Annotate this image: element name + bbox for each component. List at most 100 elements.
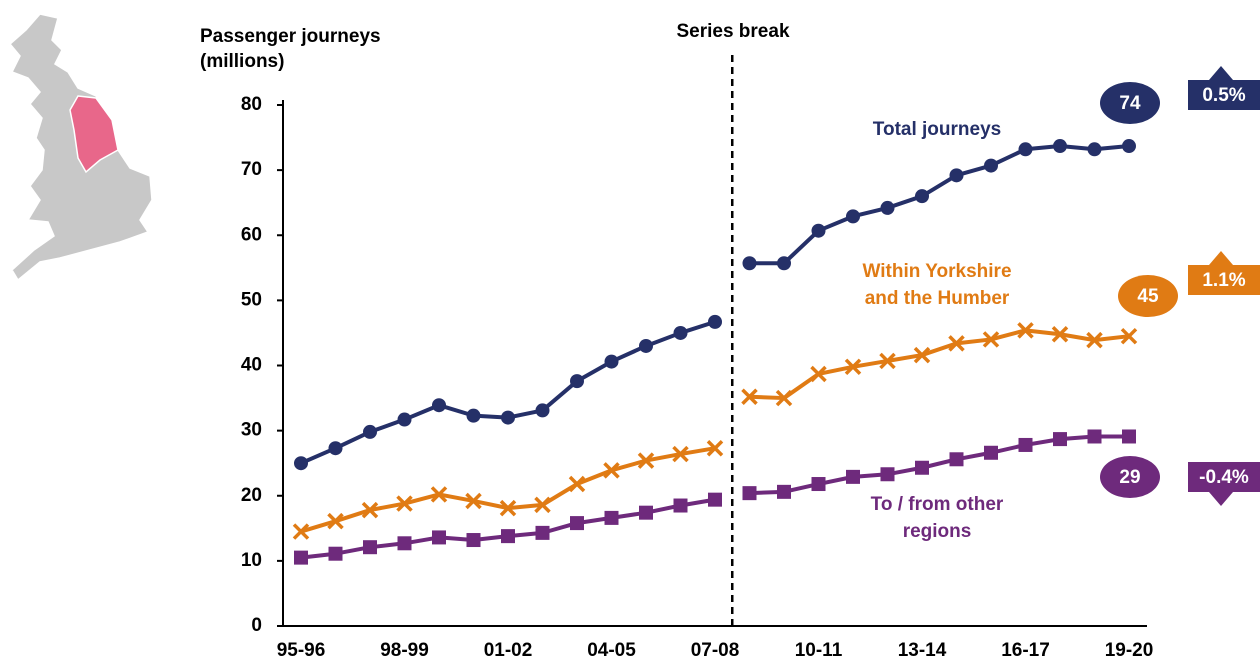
marker	[879, 352, 896, 370]
series-label: and the Humber	[865, 288, 1010, 309]
change-label: 0.5%	[1202, 85, 1245, 106]
series-line	[749, 434, 1129, 496]
marker	[1053, 139, 1067, 154]
y-tick-label: 20	[241, 485, 262, 506]
marker	[915, 189, 929, 204]
marker	[639, 338, 653, 353]
end-badge-label: 74	[1119, 93, 1141, 114]
annotation: Series break	[676, 21, 789, 42]
marker	[708, 314, 722, 329]
y-tick-label: 10	[241, 550, 262, 571]
change-box	[1188, 265, 1260, 295]
x-tick-label: 13-14	[898, 640, 947, 661]
marker	[811, 477, 826, 492]
marker	[913, 346, 931, 364]
marker	[1053, 432, 1067, 447]
marker	[982, 331, 1000, 348]
change-label: -0.4%	[1199, 467, 1249, 488]
marker	[880, 200, 895, 215]
marker	[777, 484, 791, 499]
change-arrow	[1209, 251, 1233, 265]
change-box	[1188, 462, 1260, 492]
marker	[811, 223, 826, 238]
marker	[432, 398, 446, 413]
marker	[396, 495, 413, 512]
marker	[810, 365, 827, 383]
marker	[949, 168, 964, 183]
marker	[880, 467, 895, 482]
marker	[361, 501, 379, 519]
end-badge	[1100, 82, 1160, 124]
marker	[775, 389, 793, 407]
x-tick-label: 01-02	[484, 640, 533, 661]
marker	[294, 550, 308, 565]
end-badge	[1118, 275, 1178, 317]
marker	[706, 439, 724, 457]
x-tick-label: 04-05	[587, 640, 636, 661]
x-tick-label: 07-08	[691, 640, 740, 661]
marker	[915, 460, 929, 475]
y-tick-label: 70	[241, 159, 262, 180]
change-arrow	[1209, 492, 1233, 506]
marker	[430, 486, 448, 503]
marker	[846, 209, 860, 224]
marker	[604, 354, 619, 369]
y-tick-label: 40	[241, 355, 262, 376]
change-box	[1188, 80, 1260, 110]
marker	[639, 505, 653, 520]
marker	[984, 445, 998, 460]
y-tick-label: 80	[241, 94, 262, 115]
marker	[466, 533, 481, 548]
series-label: Within Yorkshire	[862, 261, 1011, 282]
marker	[1087, 142, 1102, 157]
series-label: Total journeys	[873, 119, 1001, 140]
marker	[535, 403, 550, 418]
x-tick-label: 16-17	[1001, 640, 1050, 661]
marker	[432, 530, 446, 545]
marker	[742, 256, 757, 271]
marker	[499, 499, 517, 517]
marker	[948, 335, 965, 352]
y-axis-title: Passenger journeys	[200, 26, 381, 47]
marker	[466, 408, 481, 423]
marker	[846, 469, 860, 484]
marker	[673, 498, 688, 513]
marker	[1087, 429, 1102, 444]
y-tick-label: 0	[251, 615, 262, 636]
marker	[363, 540, 377, 555]
marker	[397, 536, 412, 551]
marker	[535, 525, 550, 540]
marker	[1122, 429, 1136, 444]
change-label: 1.1%	[1202, 270, 1245, 291]
series-line	[749, 144, 1130, 266]
marker	[604, 510, 619, 525]
series-line	[300, 319, 716, 466]
marker	[292, 523, 310, 540]
marker	[327, 512, 344, 530]
marker	[949, 452, 964, 467]
x-tick-label: 98-99	[380, 640, 429, 661]
marker	[1018, 142, 1033, 157]
marker	[397, 412, 412, 427]
marker	[568, 475, 586, 493]
x-tick-label: 10-11	[795, 640, 843, 661]
marker	[534, 496, 551, 514]
marker	[570, 374, 584, 389]
series-line	[749, 328, 1130, 401]
x-tick-label: 95-96	[277, 640, 326, 661]
marker	[570, 516, 584, 531]
marker	[328, 441, 343, 456]
marker	[742, 486, 757, 501]
marker	[501, 410, 515, 425]
marker	[501, 529, 515, 544]
end-badge-label: 45	[1137, 286, 1159, 307]
marker	[1120, 327, 1138, 345]
x-tick-label: 19-20	[1105, 640, 1154, 661]
marker	[363, 424, 377, 439]
series-label: To / from other	[871, 494, 1004, 515]
marker	[672, 445, 689, 463]
marker	[1017, 322, 1034, 339]
marker	[1086, 331, 1103, 349]
y-tick-label: 50	[241, 289, 262, 310]
